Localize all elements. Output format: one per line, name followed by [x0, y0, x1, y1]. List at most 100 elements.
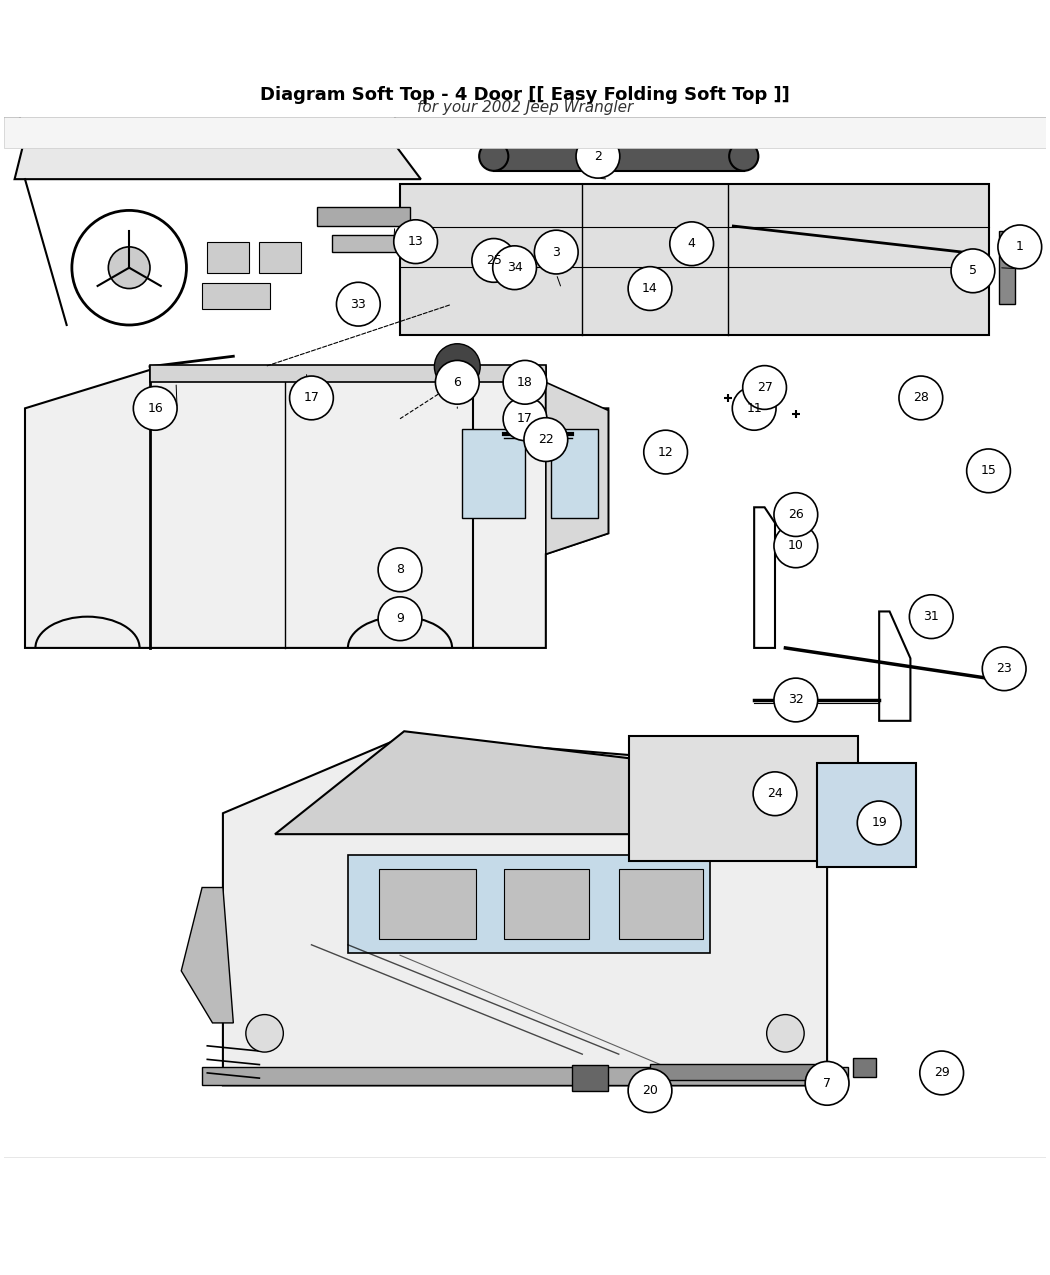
- Bar: [348, 856, 711, 952]
- Circle shape: [576, 134, 620, 179]
- Bar: [400, 185, 988, 335]
- Circle shape: [857, 801, 901, 845]
- Polygon shape: [999, 231, 1014, 305]
- Text: 32: 32: [788, 694, 803, 706]
- Bar: [572, 1065, 608, 1090]
- Circle shape: [729, 142, 758, 171]
- Text: 1: 1: [1015, 241, 1024, 254]
- Text: 4: 4: [688, 237, 695, 250]
- Bar: [202, 283, 270, 310]
- Bar: [317, 208, 411, 226]
- Circle shape: [998, 224, 1042, 269]
- Polygon shape: [150, 365, 546, 382]
- Text: Diagram Soft Top - 4 Door [[ Easy Folding Soft Top ]]: Diagram Soft Top - 4 Door [[ Easy Foldin…: [260, 87, 790, 105]
- Circle shape: [766, 1015, 804, 1052]
- Text: 33: 33: [351, 297, 366, 311]
- Circle shape: [805, 1062, 849, 1105]
- Text: 10: 10: [788, 539, 803, 552]
- Circle shape: [899, 376, 943, 419]
- Text: 19: 19: [872, 816, 887, 830]
- Bar: [4, 117, 1046, 148]
- Circle shape: [435, 344, 480, 390]
- Circle shape: [290, 376, 333, 419]
- Circle shape: [534, 231, 579, 274]
- Text: 6: 6: [454, 376, 461, 389]
- Bar: [259, 242, 301, 273]
- Bar: [462, 430, 525, 518]
- Text: 17: 17: [517, 412, 533, 426]
- Text: 29: 29: [933, 1066, 949, 1080]
- Circle shape: [920, 1051, 964, 1095]
- Circle shape: [774, 524, 818, 567]
- Circle shape: [644, 430, 688, 474]
- Circle shape: [246, 1015, 284, 1052]
- Text: 9: 9: [396, 612, 404, 625]
- Text: for your 2002 Jeep Wrangler: for your 2002 Jeep Wrangler: [417, 99, 633, 115]
- Circle shape: [503, 361, 547, 404]
- Text: 2: 2: [594, 149, 602, 163]
- Text: 15: 15: [981, 464, 996, 477]
- Text: 20: 20: [642, 1084, 658, 1096]
- Bar: [629, 737, 858, 862]
- Text: 13: 13: [407, 235, 423, 249]
- Circle shape: [492, 246, 537, 289]
- Circle shape: [742, 366, 786, 409]
- Bar: [494, 142, 743, 171]
- Text: 26: 26: [788, 507, 803, 521]
- Circle shape: [394, 219, 438, 264]
- Circle shape: [378, 548, 422, 592]
- Circle shape: [732, 386, 776, 430]
- Circle shape: [753, 771, 797, 816]
- Circle shape: [503, 397, 547, 441]
- Text: 18: 18: [517, 376, 533, 389]
- Bar: [207, 242, 249, 273]
- Circle shape: [336, 282, 380, 326]
- Text: 14: 14: [643, 282, 658, 295]
- Text: 11: 11: [747, 402, 762, 414]
- Bar: [202, 1067, 848, 1085]
- Circle shape: [471, 238, 516, 282]
- Text: 8: 8: [396, 564, 404, 576]
- Bar: [379, 870, 476, 938]
- Text: 16: 16: [147, 402, 163, 414]
- Text: 24: 24: [768, 787, 783, 801]
- Circle shape: [628, 1068, 672, 1113]
- Bar: [551, 430, 597, 518]
- Polygon shape: [223, 737, 827, 1085]
- Circle shape: [670, 222, 714, 265]
- Circle shape: [524, 418, 568, 462]
- Circle shape: [951, 249, 994, 293]
- Text: 23: 23: [996, 662, 1012, 676]
- Text: 28: 28: [912, 391, 929, 404]
- Text: 27: 27: [757, 381, 773, 394]
- Text: 5: 5: [969, 264, 977, 278]
- Text: 7: 7: [823, 1077, 832, 1090]
- Text: 12: 12: [657, 445, 673, 459]
- Bar: [817, 762, 916, 867]
- Circle shape: [378, 597, 422, 640]
- Circle shape: [983, 646, 1026, 691]
- Polygon shape: [182, 887, 233, 1023]
- Bar: [853, 1058, 876, 1077]
- Text: 17: 17: [303, 391, 319, 404]
- Polygon shape: [15, 138, 421, 180]
- Text: 25: 25: [486, 254, 502, 266]
- Circle shape: [628, 266, 672, 310]
- Text: 3: 3: [552, 246, 561, 259]
- Text: 22: 22: [538, 434, 553, 446]
- Polygon shape: [275, 732, 797, 834]
- Circle shape: [967, 449, 1010, 492]
- Bar: [332, 236, 426, 252]
- Polygon shape: [20, 111, 395, 133]
- Circle shape: [909, 595, 953, 639]
- Polygon shape: [546, 382, 608, 555]
- Circle shape: [774, 492, 818, 537]
- Circle shape: [133, 386, 177, 430]
- Bar: [504, 870, 589, 938]
- Text: 34: 34: [507, 261, 523, 274]
- Bar: [650, 1063, 827, 1080]
- Circle shape: [774, 678, 818, 722]
- Bar: [618, 870, 704, 938]
- Polygon shape: [25, 367, 608, 648]
- Circle shape: [108, 247, 150, 288]
